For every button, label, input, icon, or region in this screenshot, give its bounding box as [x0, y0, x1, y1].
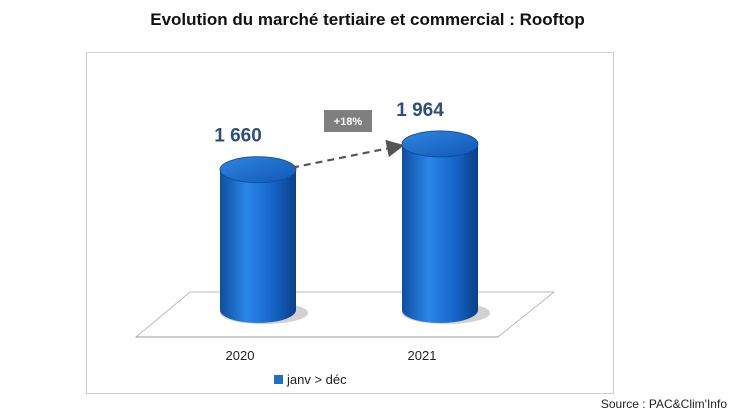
bar-top: [219, 156, 297, 184]
legend-swatch: [274, 375, 283, 384]
bar-2021: [401, 130, 490, 324]
legend: janv > déc: [274, 372, 347, 387]
x-tick-label: 2021: [408, 348, 437, 363]
chart-floor: [134, 291, 556, 338]
bar-2020: [219, 156, 308, 324]
data-label: 1 964: [396, 100, 444, 121]
bar-body: [220, 169, 296, 323]
floor-plane: [134, 291, 556, 338]
chart-area: +18% 1 660 1 964 2020 2021 janv > déc: [134, 100, 556, 387]
x-axis-ticks: 2020 2021: [226, 348, 437, 363]
bar-top: [401, 130, 479, 158]
bar-body: [402, 143, 478, 323]
data-labels: 1 660 1 964: [214, 100, 444, 147]
x-tick-label: 2020: [226, 348, 255, 363]
bars: [219, 130, 490, 324]
source-note: Source : PAC&Clim'Info: [600, 397, 727, 411]
growth-badge-label: +18%: [334, 116, 363, 128]
legend-label: janv > déc: [286, 372, 347, 387]
data-label: 1 660: [214, 126, 262, 147]
chart-title: Evolution du marché tertiaire et commerc…: [150, 10, 585, 29]
growth-badge: [324, 110, 372, 132]
growth-arrow: +18%: [291, 110, 405, 169]
arrow-line: [291, 139, 405, 169]
